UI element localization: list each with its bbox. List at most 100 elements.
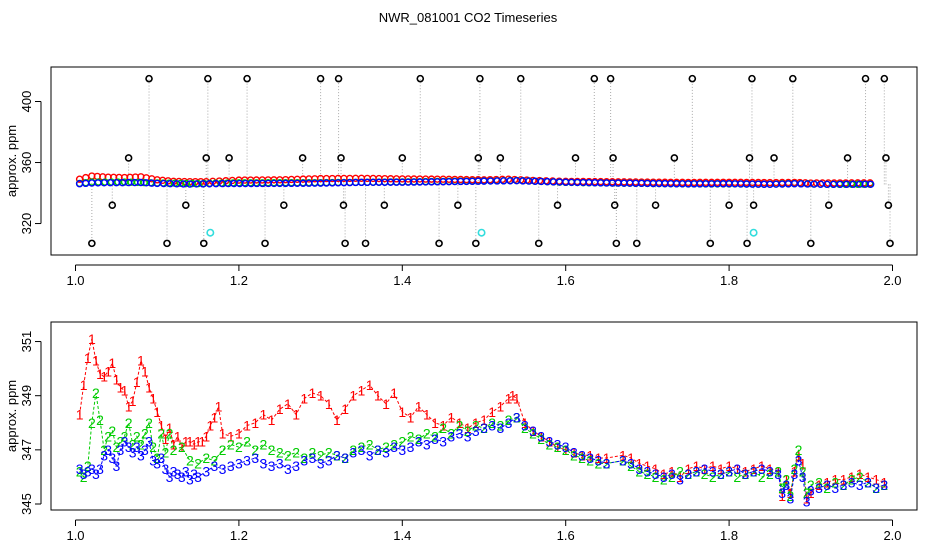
series-2-point: 2 bbox=[333, 447, 341, 463]
series-1-point: 1 bbox=[537, 428, 545, 444]
series-3-point: 3 bbox=[133, 439, 141, 455]
series-3-point: 3 bbox=[210, 458, 218, 474]
series-3-point: 3 bbox=[407, 439, 415, 455]
series-3-point: 3 bbox=[325, 453, 333, 469]
series-2-point: 2 bbox=[831, 474, 839, 490]
series-1-point: 1 bbox=[750, 461, 758, 477]
outlier-point bbox=[316, 74, 325, 83]
series-1-point: 1 bbox=[366, 377, 374, 393]
series-1-point: 1 bbox=[198, 434, 206, 450]
series-1-point: 1 bbox=[149, 390, 157, 406]
x-tick-label: 1.6 bbox=[557, 528, 575, 540]
outlier-point bbox=[884, 201, 893, 210]
series-1-point: 1 bbox=[668, 464, 676, 480]
series-2-point: 2 bbox=[717, 466, 725, 482]
series-1-point: 1 bbox=[157, 417, 165, 433]
series-2-point: 2 bbox=[840, 477, 848, 493]
series-2-point: 2 bbox=[786, 488, 794, 504]
x-tick-label: 1.2 bbox=[230, 273, 248, 288]
series-2-point: 2 bbox=[537, 431, 545, 447]
series-3-point: 3 bbox=[317, 455, 325, 471]
series-3-point: 3 bbox=[742, 466, 750, 482]
series-1-point: 1 bbox=[117, 380, 125, 396]
series-1-point: 1 bbox=[112, 371, 120, 387]
series-2-point: 2 bbox=[856, 469, 864, 485]
series-3-point: 3 bbox=[823, 477, 831, 493]
outlier-point bbox=[380, 201, 389, 210]
outlier-point bbox=[886, 239, 894, 248]
outlier-point bbox=[341, 239, 349, 248]
series-2-point: 2 bbox=[145, 415, 153, 431]
series-2-point: 2 bbox=[643, 466, 651, 482]
series-2-point: 2 bbox=[578, 450, 586, 466]
series-1-point: 1 bbox=[480, 412, 488, 428]
series-2-point: 2 bbox=[309, 445, 317, 461]
series-1-point: 1 bbox=[766, 461, 774, 477]
x-tick-label: 1.8 bbox=[720, 273, 738, 288]
series-1-point: 1 bbox=[202, 428, 210, 444]
outlier-point bbox=[770, 154, 778, 162]
series-1-point: 1 bbox=[431, 415, 439, 431]
series-2-point: 2 bbox=[186, 453, 194, 469]
outlier-point bbox=[225, 154, 233, 162]
series-1-point: 1 bbox=[513, 390, 521, 406]
series-3-point: 3 bbox=[513, 409, 521, 425]
series-2-point: 2 bbox=[227, 436, 235, 452]
series-3-point: 3 bbox=[864, 474, 872, 490]
series-3-point bbox=[375, 178, 383, 186]
outlier-point bbox=[476, 74, 484, 83]
series-2-point: 2 bbox=[366, 436, 374, 452]
series-1-line bbox=[79, 338, 885, 500]
series-2-point: 2 bbox=[472, 417, 480, 433]
series-3-point: 3 bbox=[701, 461, 709, 477]
flagged-point bbox=[206, 228, 215, 237]
series-3-point: 3 bbox=[840, 477, 848, 493]
series-1-point: 1 bbox=[174, 428, 182, 444]
series-3-point: 3 bbox=[129, 445, 137, 461]
x-tick-label: 1.0 bbox=[66, 528, 84, 540]
series-1-point: 1 bbox=[742, 464, 750, 480]
series-2-point: 2 bbox=[300, 450, 308, 466]
series-1-point: 1 bbox=[545, 434, 553, 450]
series-2-point: 2 bbox=[235, 439, 243, 455]
series-2-point: 2 bbox=[823, 480, 831, 496]
series-3-point: 3 bbox=[88, 461, 96, 477]
top-axes: 1.0 1.2 1.4 1.6 1.8 2.0 320 360 400 bbox=[19, 91, 902, 288]
series-2-point: 2 bbox=[586, 453, 594, 469]
outlier-point bbox=[606, 74, 615, 83]
series-1-point: 1 bbox=[276, 401, 284, 417]
top-marks bbox=[75, 74, 894, 248]
series-2-point: 2 bbox=[795, 442, 803, 458]
series-3-point: 3 bbox=[157, 450, 165, 466]
outlier-point bbox=[748, 74, 756, 83]
series-1-point: 1 bbox=[778, 488, 786, 504]
series-2-point: 2 bbox=[268, 442, 276, 458]
series-3-point: 3 bbox=[390, 439, 398, 455]
series-3-point: 3 bbox=[758, 461, 766, 477]
series-3-point: 3 bbox=[112, 458, 120, 474]
series-1-point: 1 bbox=[725, 458, 733, 474]
series-2-point: 2 bbox=[668, 469, 676, 485]
series-3-point: 3 bbox=[709, 464, 717, 480]
y-tick-label: 320 bbox=[19, 213, 34, 235]
series-1-point: 1 bbox=[472, 415, 480, 431]
series-1-point: 1 bbox=[799, 455, 807, 471]
y-tick-label: 349 bbox=[19, 385, 34, 407]
outlier-point bbox=[880, 74, 889, 83]
series-2-point: 2 bbox=[382, 439, 390, 455]
series-1-point: 1 bbox=[333, 412, 341, 428]
series-2-point: 2 bbox=[529, 426, 537, 442]
series-1-point: 1 bbox=[635, 455, 643, 471]
outlier-point bbox=[725, 201, 733, 210]
series-3-line bbox=[79, 416, 885, 504]
series-1-point: 1 bbox=[652, 461, 660, 477]
series-3-point: 3 bbox=[717, 466, 725, 482]
series-1-point: 1 bbox=[509, 388, 517, 404]
series-2-point: 2 bbox=[619, 453, 627, 469]
series-2-point: 2 bbox=[758, 469, 766, 485]
outlier-point bbox=[416, 74, 425, 83]
outlier-point bbox=[749, 201, 758, 210]
series-2-point: 2 bbox=[108, 423, 116, 439]
outlier-point bbox=[745, 154, 754, 162]
